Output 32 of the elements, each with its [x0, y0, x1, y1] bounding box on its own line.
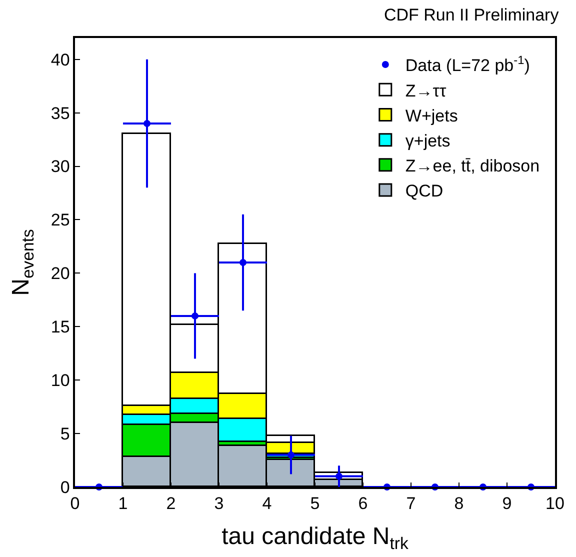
x-axis-title: tau candidate N$_{trk}$	[222, 522, 409, 553]
legend-label: QCD	[405, 182, 444, 201]
x-tick-label: 2	[166, 494, 176, 514]
legend-label: Z→ee, tt̄, diboson	[405, 156, 540, 176]
y-tick-label: 5	[60, 424, 70, 444]
point	[288, 451, 294, 458]
x-tick-label: 8	[454, 494, 464, 514]
legend-label: Data (L=72 pb$^{-1}$)	[405, 53, 530, 76]
x-tick-label: 5	[310, 494, 320, 514]
x-tick-label: 4	[262, 494, 272, 514]
point	[336, 472, 342, 480]
x-tick-label: 7	[406, 494, 416, 514]
y-tick-label: 10	[50, 371, 70, 390]
y-tick-label: 25	[50, 210, 70, 230]
x-tick-label: 6	[358, 494, 368, 514]
y-tick-label: 15	[50, 318, 70, 337]
legend-label: γ+jets	[405, 131, 450, 150]
y-tick-label: 20	[50, 264, 70, 284]
x-tick-label: 3	[214, 494, 224, 514]
x-tick-label: 9	[502, 494, 512, 514]
legend-label: Z→ττ	[405, 81, 446, 100]
x-tick-label: 1	[118, 494, 128, 514]
legend-label: W+jets	[405, 106, 458, 126]
chart-title: CDF Run II Preliminary	[384, 5, 560, 24]
y-tick-label: 30	[50, 157, 70, 176]
point	[144, 120, 150, 128]
point	[192, 312, 198, 320]
point	[240, 259, 246, 266]
y-tick-label: 0	[60, 478, 70, 497]
x-tick-label: 10	[546, 494, 564, 514]
y-tick-label: 40	[50, 50, 70, 70]
y-tick-label: 35	[50, 104, 70, 123]
